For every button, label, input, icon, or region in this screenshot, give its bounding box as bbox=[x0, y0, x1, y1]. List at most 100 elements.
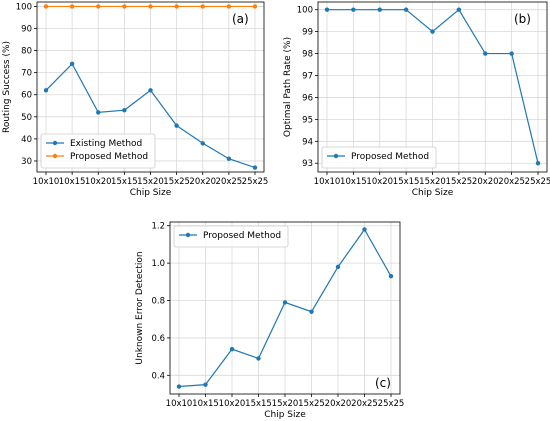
data-point bbox=[203, 382, 208, 387]
legend-marker bbox=[185, 232, 191, 238]
data-point bbox=[148, 4, 153, 9]
panel-label: (a) bbox=[232, 12, 249, 26]
data-point bbox=[122, 4, 127, 9]
data-point bbox=[282, 300, 288, 305]
data-point bbox=[43, 4, 49, 9]
y-tick-label: 95 bbox=[302, 115, 313, 125]
data-point bbox=[69, 4, 75, 9]
legend-box bbox=[40, 133, 156, 169]
x-tick-label: 20x25 bbox=[498, 177, 525, 187]
legend-marker bbox=[52, 153, 58, 159]
data-point bbox=[351, 7, 356, 12]
data-point bbox=[509, 51, 514, 56]
y-tick-label: 96 bbox=[302, 93, 313, 103]
data-point bbox=[226, 156, 232, 161]
data-point bbox=[335, 264, 341, 270]
x-tick-label: 10x10 bbox=[33, 177, 60, 187]
x-tick-label: 15x15 bbox=[393, 177, 420, 187]
legend-label: Proposed Method bbox=[351, 152, 429, 162]
x-tick-label: 25x25 bbox=[378, 399, 405, 409]
x-tick-label: 15x20 bbox=[419, 177, 446, 187]
y-tick-label: 1.0 bbox=[151, 259, 165, 269]
x-tick-label: 10x10 bbox=[314, 177, 341, 187]
y-tick-label: 0.6 bbox=[151, 334, 165, 344]
y-tick-label: 0.4 bbox=[151, 371, 165, 381]
x-tick-label: 25x25 bbox=[242, 177, 269, 187]
data-point bbox=[535, 161, 541, 166]
data-point bbox=[256, 356, 261, 361]
y-tick-label: 40 bbox=[21, 135, 32, 145]
data-point bbox=[43, 88, 49, 93]
data-point bbox=[324, 7, 330, 12]
x-tick-label: 15x25 bbox=[298, 399, 325, 409]
data-point bbox=[430, 29, 435, 34]
y-tick-label: 98 bbox=[302, 50, 313, 60]
x-tick-label: 20x20 bbox=[472, 177, 499, 187]
data-point bbox=[174, 4, 179, 9]
data-point bbox=[403, 7, 409, 12]
data-point bbox=[200, 141, 205, 146]
legend-label: Proposed Method bbox=[203, 231, 281, 241]
x-axis-label: Chip Size bbox=[264, 410, 306, 420]
x-tick-label: 10x20 bbox=[219, 399, 246, 409]
x-tick-label: 15x20 bbox=[137, 177, 164, 187]
x-tick-label: 15x15 bbox=[245, 399, 272, 409]
y-tick-label: 100 bbox=[297, 6, 313, 16]
legend: Proposed Method bbox=[173, 225, 289, 248]
y-tick-label: 30 bbox=[21, 157, 32, 167]
data-point bbox=[377, 7, 382, 12]
data-point bbox=[200, 4, 205, 9]
y-tick-label: 0.8 bbox=[151, 297, 165, 307]
x-tick-label: 15x15 bbox=[111, 177, 138, 187]
y-tick-label: 97 bbox=[302, 71, 313, 81]
x-tick-label: 10x20 bbox=[366, 177, 393, 187]
y-tick-label: 90 bbox=[21, 24, 32, 34]
data-point bbox=[456, 7, 462, 12]
y-tick-label: 100 bbox=[16, 2, 32, 12]
x-tick-label: 10x10 bbox=[166, 399, 193, 409]
y-tick-label: 93 bbox=[302, 159, 313, 169]
legend-box bbox=[173, 225, 289, 248]
legend-marker bbox=[52, 140, 58, 146]
x-tick-label: 25x25 bbox=[525, 177, 550, 187]
y-tick-label: 70 bbox=[21, 69, 32, 79]
x-tick-label: 20x25 bbox=[351, 399, 378, 409]
y-tick-label: 1.2 bbox=[151, 222, 165, 232]
legend: Existing Method Proposed Method bbox=[40, 133, 156, 169]
panel-label: (c) bbox=[375, 376, 391, 390]
x-tick-label: 20x25 bbox=[216, 177, 243, 187]
legend: Proposed Method bbox=[321, 146, 437, 169]
x-axis-label: Chip Size bbox=[130, 188, 172, 198]
legend-marker bbox=[333, 153, 339, 159]
data-point bbox=[69, 61, 75, 67]
data-point bbox=[252, 165, 258, 170]
x-tick-label: 10x15 bbox=[59, 177, 86, 187]
data-point bbox=[229, 346, 235, 352]
data-point bbox=[309, 309, 314, 314]
y-axis-label: Unknown Error Detection bbox=[135, 251, 145, 364]
chart-panel-3: 0.4 0.6 0.8 1.0 1.2 10x10 10x15 10x20 15x15 15x20… bbox=[135, 221, 405, 420]
panel-label: (b) bbox=[514, 12, 531, 26]
data-point bbox=[226, 4, 232, 9]
y-tick-label: 80 bbox=[21, 47, 32, 57]
x-tick-label: 15x25 bbox=[163, 177, 190, 187]
data-point bbox=[148, 88, 153, 93]
x-axis-label: Chip Size bbox=[412, 188, 454, 198]
x-tick-label: 15x20 bbox=[272, 399, 299, 409]
x-tick-label: 15x25 bbox=[446, 177, 473, 187]
x-tick-label: 20x20 bbox=[325, 399, 352, 409]
data-point bbox=[252, 4, 258, 9]
legend-label: Existing Method bbox=[70, 139, 142, 149]
legend-label: Proposed Method bbox=[70, 152, 148, 162]
y-tick-label: 94 bbox=[302, 137, 313, 147]
data-point bbox=[96, 4, 101, 9]
y-tick-label: 99 bbox=[302, 28, 313, 38]
y-tick-label: 60 bbox=[21, 91, 32, 101]
data-point bbox=[174, 123, 179, 128]
y-tick-label: 50 bbox=[21, 113, 32, 123]
x-tick-label: 10x15 bbox=[192, 399, 219, 409]
x-tick-label: 10x15 bbox=[340, 177, 367, 187]
